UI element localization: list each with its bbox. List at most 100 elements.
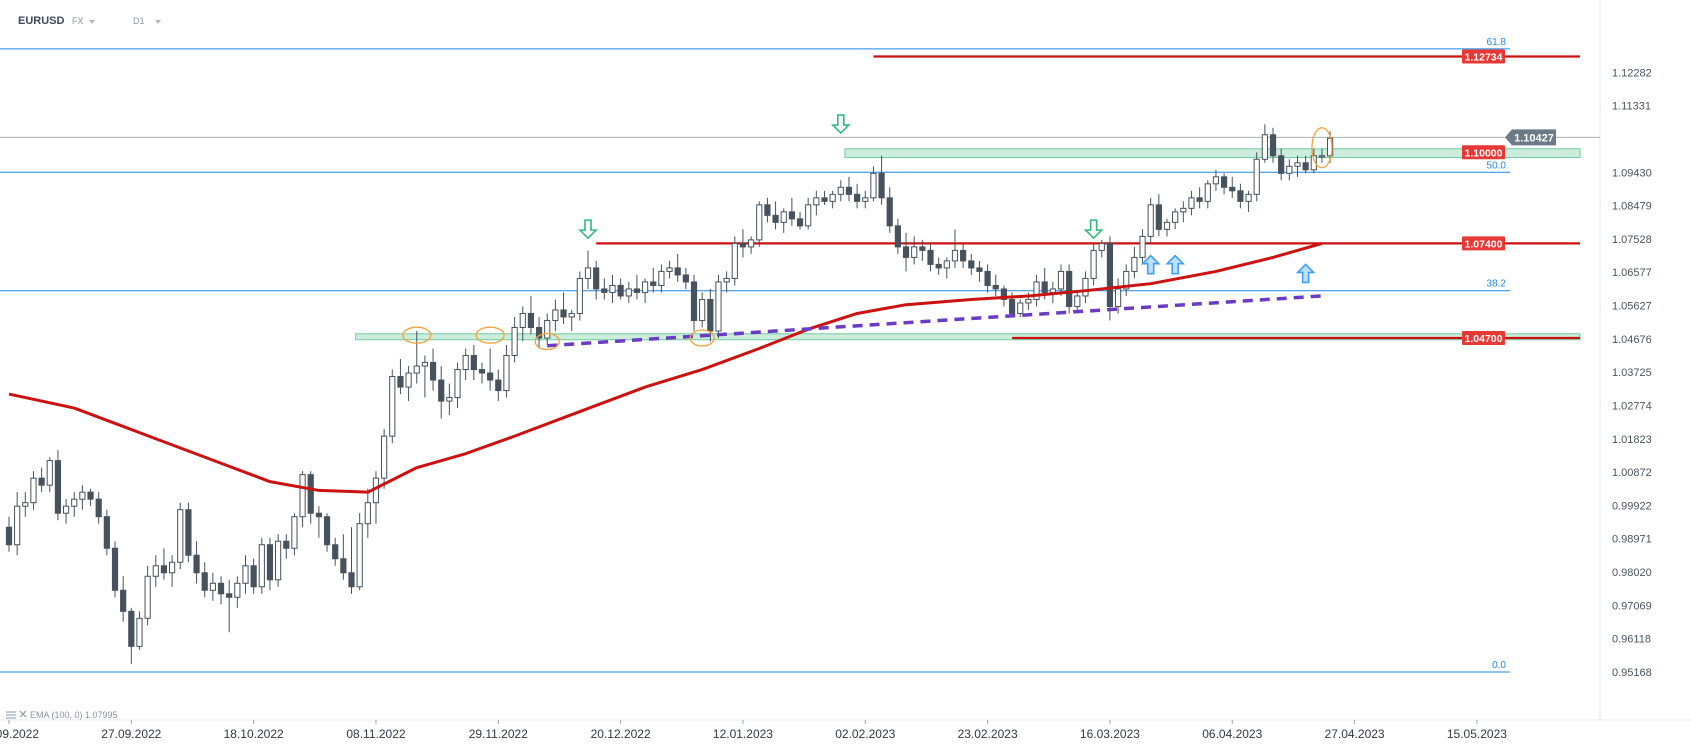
ema-legend-label: EMA (100, 0) 1.07995 [30, 710, 118, 720]
candle [1229, 176, 1236, 198]
candle [715, 274, 722, 338]
date-tick-label: 08.11.2022 [346, 727, 405, 741]
candle [348, 527, 355, 594]
candle [1269, 127, 1277, 163]
bull-candle-body [1131, 256, 1138, 272]
arrow-up-icon [1295, 263, 1316, 284]
candle [870, 166, 877, 202]
bull-candle-body [1017, 302, 1024, 314]
bear-candle-body [886, 197, 893, 227]
dashed-trendline [547, 294, 1323, 348]
bull-candle-body [625, 288, 632, 297]
candle [38, 467, 45, 493]
bull-candle-body [405, 372, 412, 388]
bull-candle-body [413, 365, 420, 374]
candle [446, 383, 453, 416]
bull-candle-body [609, 284, 616, 293]
candle [421, 355, 429, 398]
price-tag-bg [1462, 49, 1505, 64]
candle [1253, 152, 1260, 202]
bull-candle-body [1025, 298, 1032, 304]
bull-candle-body [862, 197, 869, 202]
close-icon[interactable] [19, 710, 27, 718]
bull-candle-body [1049, 288, 1056, 293]
arrow-down-icon [578, 219, 598, 240]
bear-candle-body [226, 593, 233, 598]
bull-candle-body [951, 249, 959, 262]
bear-candle-body [160, 565, 168, 574]
date-tick-label: 27.04.2023 [1325, 727, 1385, 741]
bear-candle-body [707, 298, 714, 332]
candle [593, 260, 600, 300]
annotation-markers [402, 114, 1333, 351]
price-tag-bg [1462, 330, 1505, 345]
candle [258, 537, 265, 594]
candle [1114, 278, 1122, 314]
candle [1139, 229, 1146, 265]
bull-candle-body [1318, 155, 1326, 158]
bull-candle-body [1163, 221, 1171, 230]
bull-candle-body [829, 193, 836, 202]
bear-candle-body [984, 270, 991, 286]
candle [103, 509, 110, 556]
timeframe-chevron-down-icon[interactable] [155, 20, 161, 24]
date-tick-label: 20.12.2022 [591, 727, 651, 741]
candles [5, 124, 1334, 664]
ema-line [8, 241, 1323, 494]
bull-candle-body [62, 505, 70, 514]
bear-candle-body [894, 225, 901, 248]
bull-candle-body [715, 281, 722, 332]
candle [209, 572, 216, 601]
ema-100 [8, 241, 1323, 494]
candle [854, 183, 861, 209]
bull-candle-body [22, 502, 29, 507]
candle [764, 197, 771, 223]
fib-label: 0.0 [1492, 660, 1506, 671]
symbol-label[interactable]: EURUSD [18, 15, 65, 27]
bull-candle-body [242, 565, 249, 584]
price-zone [355, 333, 1581, 341]
candle [862, 190, 869, 209]
bear-candle-body [617, 284, 624, 297]
bear-candle-body [992, 284, 999, 290]
candle [177, 502, 184, 570]
bear-candle-body [968, 260, 975, 269]
candle [845, 176, 853, 202]
highlight-ellipse [689, 329, 715, 347]
bear-candle-body [1302, 162, 1309, 171]
candle [1318, 148, 1326, 163]
candle [397, 359, 404, 395]
bull-candle-body [1057, 270, 1065, 290]
candle [136, 611, 143, 650]
date-tick-label: 06.04.2023 [1202, 727, 1262, 741]
candle [160, 548, 168, 580]
candle [960, 243, 967, 268]
current-price-tag: 1.10427 [1505, 129, 1556, 146]
bull-candle-body [1261, 134, 1268, 160]
price-tick-label: 1.00872 [1612, 467, 1652, 479]
candle [1212, 169, 1220, 191]
candle [690, 274, 698, 331]
ema-legend[interactable]: EMA (100, 0) 1.07995 [6, 710, 118, 720]
candle [470, 345, 477, 381]
bull-candle-body [258, 544, 265, 588]
market-chevron-down-icon[interactable] [89, 20, 95, 24]
bull-candle-body [1204, 183, 1211, 202]
candle [878, 155, 885, 205]
candle [120, 576, 127, 622]
candle [1090, 243, 1097, 286]
timeframe-label[interactable]: D1 [133, 16, 145, 26]
candle [552, 299, 559, 331]
menu-icon[interactable] [6, 711, 16, 719]
date-tick-label: 29.11.2022 [469, 727, 528, 741]
price-tag-bg [1462, 236, 1505, 251]
candle [919, 239, 926, 261]
bear-candle-body [527, 312, 535, 328]
bull-candle-body [552, 309, 559, 321]
price-tick-label: 1.04676 [1612, 334, 1652, 346]
bull-candle-body [1123, 270, 1130, 290]
bear-candle-body [1106, 242, 1114, 307]
bull-candle-body [1180, 207, 1187, 213]
bear-candle-body [87, 491, 94, 500]
